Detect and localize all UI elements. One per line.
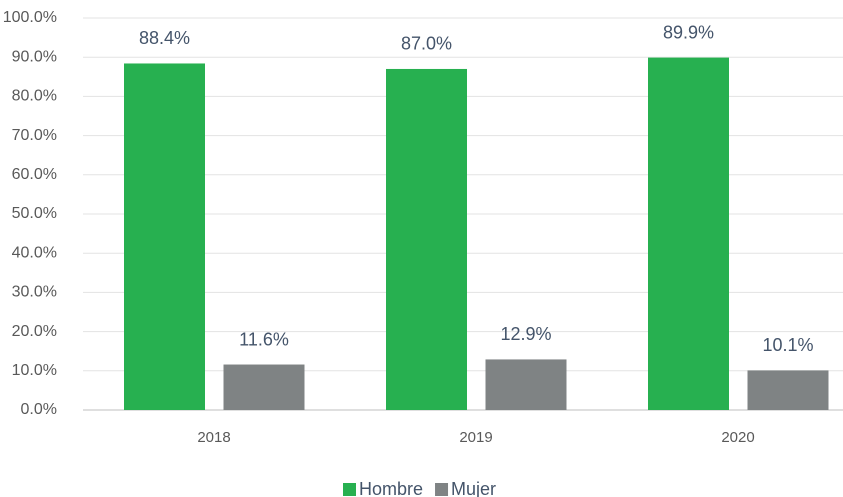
x-tick-label: 2019 <box>459 429 492 446</box>
legend-swatch <box>343 483 356 496</box>
y-tick-label: 40.0% <box>12 244 57 261</box>
data-label: 87.0% <box>401 34 452 54</box>
bar <box>386 68 467 411</box>
legend-label: Hombre <box>359 479 423 497</box>
x-tick-label: 2020 <box>721 429 754 446</box>
y-tick-label: 50.0% <box>12 205 57 222</box>
y-tick-label: 0.0% <box>21 401 57 418</box>
y-tick-label: 30.0% <box>12 284 57 301</box>
y-tick-label: 70.0% <box>12 127 57 144</box>
bar <box>747 370 829 410</box>
bar <box>124 63 205 411</box>
y-tick-label: 100.0% <box>3 9 57 26</box>
y-tick-label: 60.0% <box>12 166 57 183</box>
y-tick-label: 90.0% <box>12 48 57 65</box>
legend-swatch <box>435 483 449 496</box>
bar <box>648 57 729 410</box>
data-label: 11.6% <box>239 329 289 349</box>
y-tick-label: 80.0% <box>12 88 57 105</box>
y-tick-label: 10.0% <box>12 362 57 379</box>
x-tick-label: 2018 <box>197 429 230 446</box>
bar <box>485 359 567 410</box>
data-label: 89.9% <box>663 22 714 42</box>
data-label: 12.9% <box>500 324 551 344</box>
data-label: 88.4% <box>139 28 190 48</box>
legend-label: Mujer <box>451 479 496 497</box>
data-label: 10.1% <box>762 335 813 355</box>
bar <box>223 364 305 410</box>
y-tick-label: 20.0% <box>12 323 57 340</box>
